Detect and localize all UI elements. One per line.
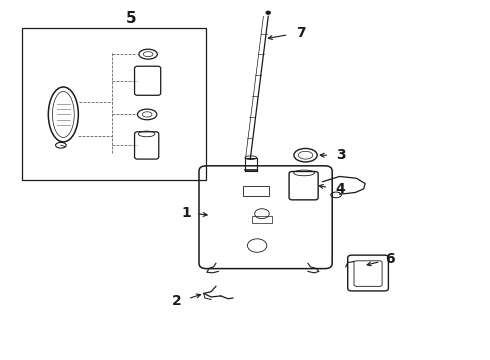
Text: 5: 5 <box>126 11 137 26</box>
Bar <box>22 28 206 180</box>
Text: 4: 4 <box>335 182 345 196</box>
Bar <box>245 158 257 171</box>
Text: 2: 2 <box>172 294 182 308</box>
Text: 7: 7 <box>296 26 306 40</box>
Ellipse shape <box>266 11 270 14</box>
Bar <box>252 216 271 222</box>
Text: 3: 3 <box>336 148 346 162</box>
Bar <box>243 186 269 196</box>
Text: 1: 1 <box>181 206 191 220</box>
Text: 6: 6 <box>386 252 395 266</box>
